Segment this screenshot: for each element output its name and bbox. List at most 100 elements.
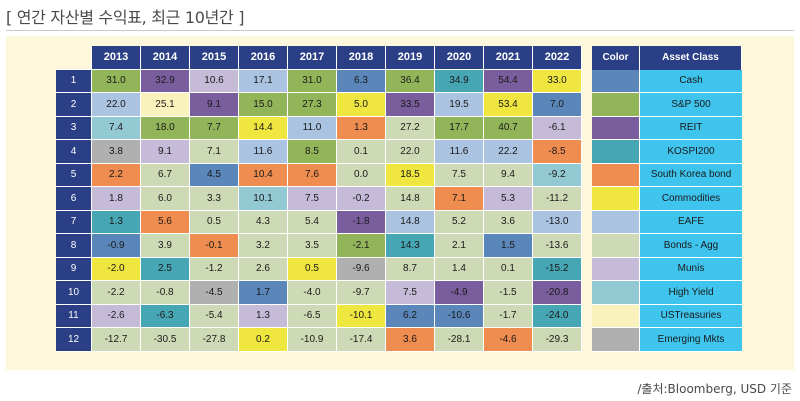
legend-rows: Cash S&P 500 REIT KOSPI200 South Korea bond C… (592, 69, 742, 352)
return-cell: -10.6 (435, 304, 484, 328)
return-cell: 22.2 (484, 140, 533, 164)
return-cell: 14.3 (386, 234, 435, 258)
table-corner (56, 46, 92, 70)
source-note: /출처:Bloomberg, USD 기준 (637, 382, 792, 396)
legend-label: Munis (640, 257, 742, 281)
legend-item: Emerging Mkts (592, 328, 742, 352)
return-cell: 0.5 (288, 257, 337, 281)
return-cell: 7.5 (288, 187, 337, 211)
legend-label: Commodities (640, 187, 742, 211)
return-cell: 6.0 (141, 187, 190, 211)
return-cell: 7.5 (386, 281, 435, 305)
return-cell: -28.1 (435, 328, 484, 352)
title-divider (6, 30, 794, 31)
page-title: [ 연간 자산별 수익표, 최근 10년간 ] (6, 8, 245, 27)
legend-item: KOSPI200 (592, 140, 742, 164)
return-cell: 5.6 (141, 210, 190, 234)
rank-label: 11 (56, 304, 92, 328)
return-cell: 18.5 (386, 163, 435, 187)
return-cell: 31.0 (288, 69, 337, 93)
return-cell: -10.9 (288, 328, 337, 352)
rank-label: 5 (56, 163, 92, 187)
return-cell: -9.6 (337, 257, 386, 281)
return-cell: 1.3 (92, 210, 141, 234)
year-header: 2015 (190, 46, 239, 70)
rank-label: 12 (56, 328, 92, 352)
return-cell: 22.0 (386, 140, 435, 164)
return-cell: -2.2 (92, 281, 141, 305)
return-cell: -27.8 (190, 328, 239, 352)
return-cell: 0.5 (190, 210, 239, 234)
return-cell: -1.2 (190, 257, 239, 281)
legend-swatch (592, 187, 640, 211)
legend-label: High Yield (640, 281, 742, 305)
return-cell: 6.3 (337, 69, 386, 93)
return-cell: 8.5 (288, 140, 337, 164)
return-cell: -11.2 (533, 187, 582, 211)
return-cell: -15.2 (533, 257, 582, 281)
returns-table: 2013 2014 2015 2016 2017 2018 2019 2020 2021 2022… (56, 46, 582, 352)
return-cell: 3.8 (92, 140, 141, 164)
legend-item: EAFE (592, 210, 742, 234)
return-cell: 5.2 (435, 210, 484, 234)
return-cell: 33.5 (386, 93, 435, 117)
legend-swatch (592, 93, 640, 117)
year-header: 2019 (386, 46, 435, 70)
return-cell: 2.1 (435, 234, 484, 258)
rank-label: 3 (56, 116, 92, 140)
legend-item: South Korea bond (592, 163, 742, 187)
legend-swatch (592, 304, 640, 328)
legend-swatch (592, 140, 640, 164)
return-cell: 53.4 (484, 93, 533, 117)
return-cell: -13.6 (533, 234, 582, 258)
rank-label: 9 (56, 257, 92, 281)
return-cell: -0.1 (190, 234, 239, 258)
return-cell: -12.7 (92, 328, 141, 352)
return-cell: 1.3 (337, 116, 386, 140)
return-cell: 2.6 (239, 257, 288, 281)
return-cell: -6.3 (141, 304, 190, 328)
legend: Color Asset Class Cash S&P 500 REIT KOSPI20… (592, 46, 742, 352)
year-header: 2022 (533, 46, 582, 70)
rank-label: 10 (56, 281, 92, 305)
legend-color-header: Color (592, 46, 640, 70)
rank-label: 7 (56, 210, 92, 234)
rank-label: 2 (56, 93, 92, 117)
legend-label: S&P 500 (640, 93, 742, 117)
return-cell: -13.0 (533, 210, 582, 234)
return-cell: 6.7 (141, 163, 190, 187)
return-cell: 9.1 (190, 93, 239, 117)
return-cell: 7.5 (435, 163, 484, 187)
return-cell: -29.3 (533, 328, 582, 352)
return-cell: 9.1 (141, 140, 190, 164)
rank-label: 6 (56, 187, 92, 211)
return-cell: 14.8 (386, 210, 435, 234)
return-cell: 27.2 (386, 116, 435, 140)
legend-label: South Korea bond (640, 163, 742, 187)
return-cell: 7.6 (288, 163, 337, 187)
return-cell: 1.4 (435, 257, 484, 281)
legend-label: REIT (640, 116, 742, 140)
return-cell: 31.0 (92, 69, 141, 93)
return-cell: -10.1 (337, 304, 386, 328)
return-cell: 11.0 (288, 116, 337, 140)
return-cell: -6.5 (288, 304, 337, 328)
return-cell: 10.1 (239, 187, 288, 211)
return-cell: 11.6 (239, 140, 288, 164)
return-cell: 3.2 (239, 234, 288, 258)
legend-swatch (592, 116, 640, 140)
return-cell: 1.3 (239, 304, 288, 328)
return-cell: 17.7 (435, 116, 484, 140)
return-cell: 54.4 (484, 69, 533, 93)
return-cell: -5.4 (190, 304, 239, 328)
return-cell: 5.3 (484, 187, 533, 211)
rank-label: 4 (56, 140, 92, 164)
return-cell: 19.5 (435, 93, 484, 117)
return-cell: 1.7 (239, 281, 288, 305)
return-cell: 7.0 (533, 93, 582, 117)
return-cell: 25.1 (141, 93, 190, 117)
return-cell: 7.1 (190, 140, 239, 164)
return-cell: 8.7 (386, 257, 435, 281)
return-cell: 5.0 (337, 93, 386, 117)
year-header: 2013 (92, 46, 141, 70)
